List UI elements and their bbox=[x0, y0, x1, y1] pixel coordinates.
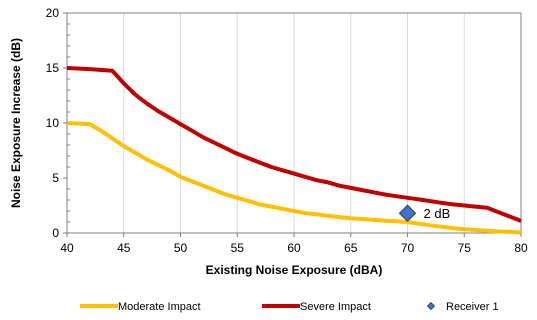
y-tick-label: 15 bbox=[46, 61, 60, 75]
x-tick-label: 45 bbox=[117, 241, 131, 255]
gridlines bbox=[123, 13, 465, 233]
legend-receiver-1-swatch bbox=[426, 301, 436, 311]
moderate-impact-line bbox=[66, 121, 522, 235]
receiver-1-data-label: 2 dB bbox=[424, 206, 451, 221]
x-tick-label: 55 bbox=[231, 241, 245, 255]
severe-impact-line bbox=[66, 66, 522, 223]
y-tick-label: 5 bbox=[52, 171, 59, 185]
x-tick-label: 70 bbox=[401, 241, 415, 255]
y-tick-label: 0 bbox=[52, 226, 59, 240]
y-tick-label: 10 bbox=[46, 116, 60, 130]
legend-moderate-impact-label: Moderate Impact bbox=[118, 301, 201, 313]
x-tick-label: 60 bbox=[287, 241, 301, 255]
legend: Moderate Impact Severe Impact Receiver 1 bbox=[80, 301, 499, 313]
series-lines bbox=[66, 66, 522, 235]
legend-severe-impact-label: Severe Impact bbox=[300, 301, 371, 313]
x-tick-label: 75 bbox=[458, 241, 472, 255]
x-axis-title: Existing Noise Exposure (dBA) bbox=[206, 263, 383, 277]
x-tick-label: 50 bbox=[174, 241, 188, 255]
legend-receiver-1-label: Receiver 1 bbox=[446, 301, 499, 313]
receiver-1-marker bbox=[398, 204, 417, 222]
y-axis-ticks: 0 5 10 15 20 bbox=[46, 6, 70, 240]
x-axis-ticks: 40 45 50 55 60 65 70 75 80 bbox=[60, 233, 528, 255]
receiver-markers: 2 dB bbox=[398, 204, 451, 222]
x-tick-label: 65 bbox=[344, 241, 358, 255]
y-axis-title: Noise Exposure Increase (dB) bbox=[9, 38, 23, 208]
x-tick-label: 80 bbox=[514, 241, 528, 255]
y-tick-label: 20 bbox=[46, 6, 60, 20]
x-tick-label: 40 bbox=[60, 241, 74, 255]
